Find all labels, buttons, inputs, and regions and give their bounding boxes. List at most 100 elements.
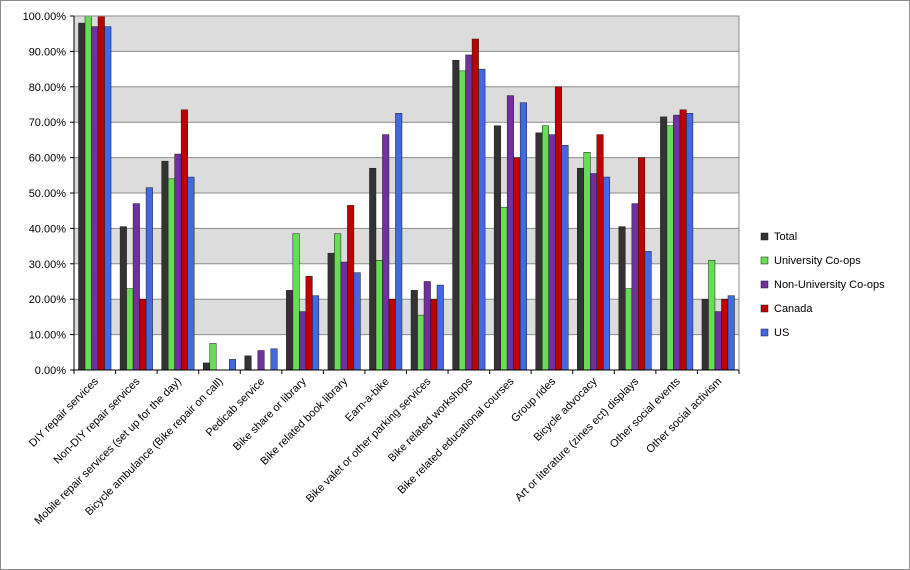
- legend-label: US: [774, 327, 789, 339]
- bar: [714, 311, 722, 371]
- bar: [458, 70, 466, 371]
- bar: [104, 26, 112, 371]
- bar: [644, 251, 652, 371]
- bar: [209, 343, 217, 371]
- grid-band: [74, 86, 739, 123]
- bar: [596, 134, 604, 371]
- bar: [506, 95, 514, 371]
- bar: [202, 362, 210, 371]
- bar: [91, 26, 99, 371]
- bar: [513, 157, 521, 371]
- bar: [132, 203, 140, 371]
- bar: [139, 298, 147, 371]
- bar: [452, 60, 460, 371]
- bar: [312, 295, 320, 371]
- bar: [334, 233, 342, 371]
- bar: [666, 125, 674, 371]
- bar: [708, 260, 716, 371]
- bar: [388, 298, 396, 371]
- bar: [174, 153, 182, 371]
- bar: [292, 233, 300, 371]
- bar: [625, 288, 633, 371]
- x-tick-label: DIY repair services: [27, 375, 101, 449]
- x-tick-label: Other social events: [608, 375, 683, 450]
- legend-swatch: [760, 280, 769, 289]
- grid-band: [74, 16, 739, 52]
- x-tick-label: Bike related book library: [258, 375, 350, 467]
- bar: [423, 281, 431, 371]
- bar: [478, 68, 486, 371]
- bar: [603, 176, 611, 371]
- bar: [554, 86, 562, 371]
- legend-swatch: [760, 328, 769, 337]
- bar: [535, 132, 543, 371]
- x-tick-label: Bike share or library: [231, 375, 309, 453]
- bar: [375, 260, 383, 371]
- y-tick-label: 20.00%: [29, 294, 67, 306]
- bar: [327, 252, 335, 371]
- bar: [541, 125, 549, 371]
- bar: [187, 176, 195, 371]
- bar: [395, 113, 403, 371]
- y-tick-label: 70.00%: [29, 117, 67, 129]
- x-tick-label: Other social activism: [644, 376, 724, 456]
- bar: [347, 205, 355, 371]
- legend-label: University Co-ops: [774, 255, 861, 267]
- bar: [84, 15, 92, 371]
- bar: [548, 134, 556, 371]
- y-tick-label: 30.00%: [29, 259, 67, 271]
- y-tick-label: 60.00%: [29, 153, 67, 165]
- bar: [410, 290, 418, 371]
- legend: Total University Co-ops Non-University Co-…: [760, 231, 885, 339]
- bar: [244, 355, 252, 371]
- bar: [417, 314, 425, 371]
- y-tick-label: 10.00%: [29, 330, 67, 342]
- x-tick-label: Bike related workshops: [386, 375, 475, 464]
- bar: [660, 116, 668, 371]
- y-tick-label: 80.00%: [29, 82, 67, 94]
- bar: [97, 15, 105, 371]
- bar: [299, 311, 307, 371]
- bar: [305, 275, 313, 371]
- bar: [701, 298, 709, 371]
- y-tick-label: 40.00%: [29, 223, 67, 235]
- y-tick-label: 90.00%: [29, 46, 67, 58]
- bar: [590, 173, 598, 371]
- bar: [519, 102, 527, 371]
- bar: [119, 226, 127, 371]
- bar: [638, 157, 646, 371]
- bar: [471, 38, 479, 371]
- axes: [70, 15, 740, 374]
- y-tick-label: 50.00%: [29, 188, 67, 200]
- bar: [436, 284, 444, 371]
- y-tick-label: 100.00%: [23, 11, 67, 23]
- bar: [167, 178, 175, 371]
- legend-swatch: [760, 232, 769, 241]
- bar: [369, 167, 377, 371]
- bar: [382, 134, 390, 371]
- bar: [727, 295, 735, 371]
- bar: [340, 261, 348, 371]
- bar: [493, 125, 501, 371]
- bar: [673, 114, 681, 371]
- bar: [228, 359, 236, 371]
- bar: [257, 350, 265, 371]
- bar: [679, 109, 687, 371]
- bar: [721, 298, 729, 371]
- bar: [583, 152, 591, 371]
- bar: [145, 187, 153, 371]
- y-axis-ticks: 0.00% 10.00% 20.00% 30.00% 40.00% 50.00% 60.00…: [23, 11, 67, 377]
- bar: [161, 160, 169, 371]
- bar: [686, 113, 694, 371]
- bar: [465, 54, 473, 371]
- bar: [430, 298, 438, 371]
- legend-swatch: [760, 304, 769, 313]
- legend-label: Canada: [774, 303, 813, 315]
- bar: [126, 288, 134, 371]
- legend-swatch: [760, 256, 769, 265]
- x-tick-label: Mobile repair services (set up for the d…: [32, 376, 184, 528]
- bar: [286, 290, 294, 371]
